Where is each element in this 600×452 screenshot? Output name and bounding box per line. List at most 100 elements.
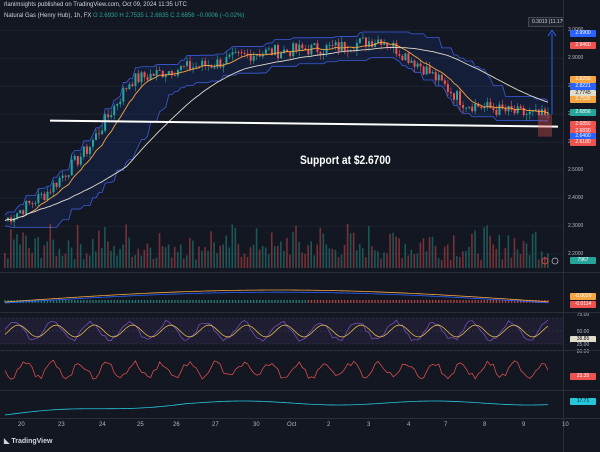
histogram-bar (250, 300, 252, 303)
time-axis-label: 26 (173, 422, 180, 428)
candle-body (486, 101, 489, 107)
volume-bar (152, 258, 155, 268)
histogram-bar (210, 300, 212, 303)
candle-body (462, 105, 465, 108)
price-tick-label: 2.3000 (568, 223, 584, 230)
volume-bar (325, 244, 328, 268)
price-tag: 2.8250 (570, 75, 596, 83)
candle-body (292, 43, 295, 57)
candle-body (246, 53, 249, 55)
volume-bar (43, 245, 46, 268)
volume-bar (192, 240, 194, 268)
time-axis-label: 24 (99, 422, 106, 428)
histogram-bar (325, 300, 328, 303)
candle-body (134, 73, 137, 87)
histogram-bar (301, 300, 303, 303)
candle-body (243, 53, 246, 54)
time-axis-label: 7 (444, 422, 448, 428)
time-axis-label: Oct (287, 422, 297, 428)
volume-bar (52, 239, 55, 268)
candle-body (298, 44, 301, 51)
histogram-bar (365, 300, 367, 303)
histogram-bar (180, 300, 182, 303)
histogram-bar (222, 300, 225, 303)
histogram-bar (441, 300, 443, 303)
histogram-bar (189, 300, 191, 303)
pane-separator[interactable] (0, 312, 600, 313)
histogram-bar (319, 300, 322, 303)
time-axis-label: 23 (58, 422, 65, 428)
candle-body (228, 54, 231, 57)
volume-bar (149, 247, 152, 268)
volume-bar (179, 244, 182, 268)
candle-body (395, 42, 398, 55)
rsi-signal-line (4, 324, 549, 338)
volume-bar (258, 249, 261, 268)
symbol-name[interactable]: Natural Gas (Henry Hub), 1h, FX (4, 13, 92, 19)
candle-body (22, 210, 25, 215)
volume-bar (495, 248, 498, 268)
pane-separator[interactable] (0, 272, 600, 273)
pane-separator[interactable] (0, 350, 600, 351)
volume-bar (313, 255, 316, 268)
histogram-bar (462, 300, 464, 303)
candle-body (528, 111, 531, 115)
histogram-bar (295, 300, 297, 303)
histogram-bar (371, 300, 373, 303)
indicator-tag: 17.71 (570, 397, 596, 405)
histogram-bar (125, 300, 128, 303)
volume-bar (283, 250, 285, 268)
candle-body (525, 114, 528, 116)
volume-bar (49, 223, 52, 268)
histogram-bar (74, 300, 76, 303)
histogram-bar (149, 300, 152, 303)
candle-body (340, 42, 343, 51)
histogram-bar (425, 300, 428, 303)
volume-bar (358, 243, 361, 268)
candle-body (186, 61, 189, 66)
histogram-bar (162, 300, 164, 303)
histogram-bar (459, 300, 461, 303)
volume-bar (534, 231, 537, 268)
volume-bar (452, 235, 455, 268)
candle-body (204, 60, 207, 66)
volume-bar (510, 257, 513, 268)
volume-bar (410, 249, 413, 268)
volume-bar (537, 259, 540, 268)
candle-body (237, 52, 240, 53)
candle-body (465, 107, 468, 109)
histogram-bar (43, 300, 46, 303)
volume-bar (289, 254, 291, 268)
candle-body (170, 71, 173, 76)
histogram-bar (256, 300, 258, 303)
volume-bar (137, 248, 140, 268)
volume-bar (228, 247, 231, 268)
time-axis-label: 30 (253, 422, 260, 428)
volume-bar (319, 227, 322, 268)
candle-body (513, 109, 516, 114)
volume-bar (167, 244, 170, 268)
volume-bar (377, 251, 379, 268)
time-axis-border (0, 418, 600, 419)
histogram-bar (58, 300, 61, 303)
histogram-bar (274, 300, 276, 303)
time-axis-label: 10 (562, 422, 569, 428)
histogram-bar (438, 300, 440, 303)
volume-bar (322, 233, 325, 268)
candle-body (273, 45, 276, 55)
pane-separator[interactable] (0, 390, 600, 391)
histogram-bar (265, 300, 267, 303)
candle-body (73, 155, 76, 160)
publisher-line: rlanimsights published on TradingView.co… (4, 2, 187, 8)
candle-body (143, 72, 146, 78)
candle-body (304, 48, 307, 50)
indicator-tag: 38.85 (570, 335, 596, 343)
volume-bar (79, 244, 82, 268)
volume-bar (134, 254, 137, 268)
candle-body (140, 72, 143, 83)
candle-body (507, 106, 510, 112)
volume-bar (143, 249, 146, 268)
candle-body (34, 203, 37, 204)
candle-body (407, 53, 410, 63)
